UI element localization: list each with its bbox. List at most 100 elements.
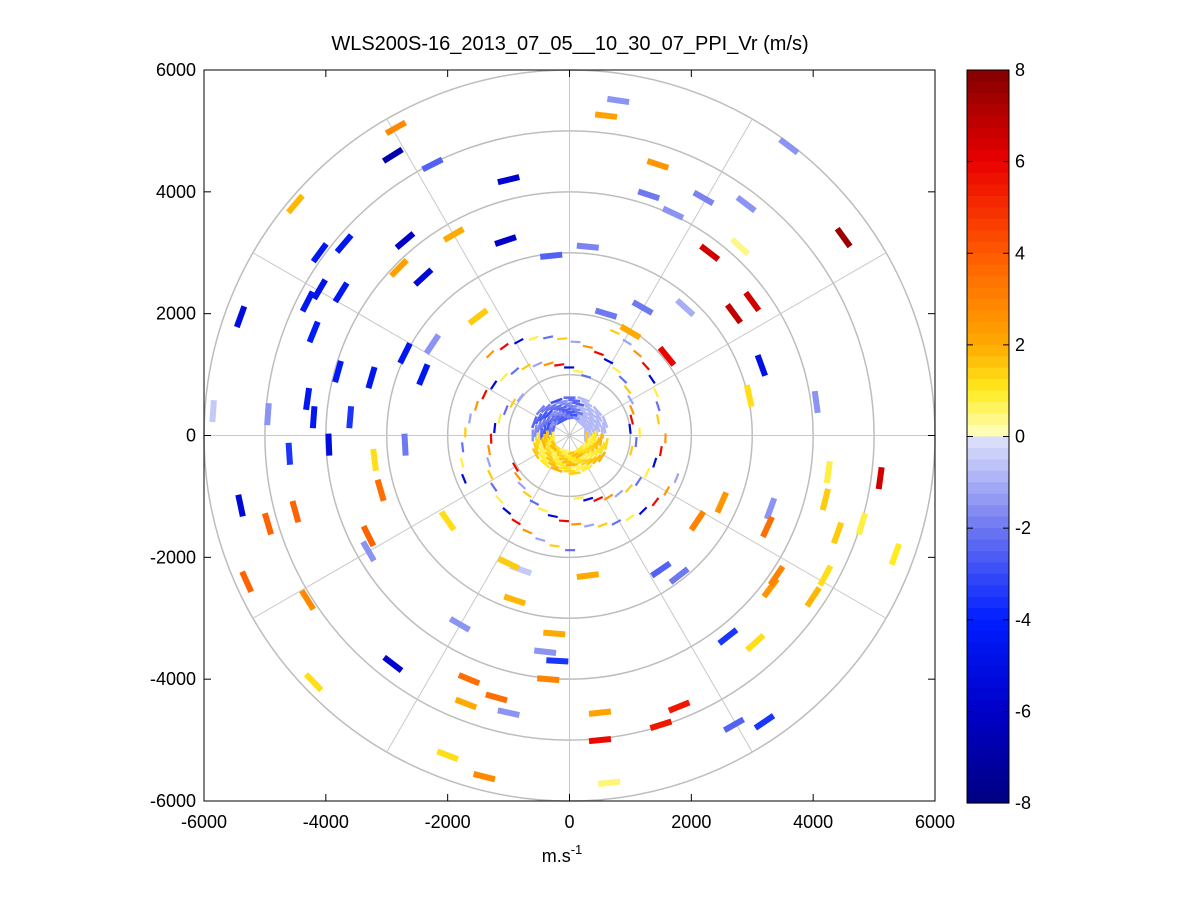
velocity-segment — [397, 342, 413, 365]
velocity-segment — [497, 707, 520, 718]
colorbar-band — [967, 551, 1009, 564]
colorbar-band — [967, 573, 1009, 586]
mid-range-mark — [611, 366, 622, 374]
velocity-segment — [688, 509, 707, 532]
near-field-mark — [534, 436, 540, 450]
colorbar-band — [967, 482, 1009, 495]
near-field-mark — [538, 453, 549, 464]
mid-range-mark — [634, 437, 638, 448]
mid-range-mark — [459, 457, 465, 468]
near-field-mark — [580, 399, 593, 408]
velocity-segment — [503, 593, 527, 607]
radial-spoke-30 — [569, 252, 887, 436]
velocity-segment — [416, 363, 431, 386]
near-field-mark — [555, 417, 568, 426]
near-field-mark — [540, 403, 552, 414]
velocity-segment — [264, 402, 272, 426]
colorbar-band — [967, 459, 1009, 472]
mid-range-mark — [652, 387, 660, 398]
mid-range-mark — [627, 394, 635, 405]
radial-spoke-240 — [386, 435, 570, 753]
mid-range-mark — [570, 340, 581, 344]
mid-range-mark — [651, 497, 660, 507]
velocity-segment — [306, 320, 321, 344]
velocity-segment — [594, 111, 618, 120]
colorbar-band — [967, 528, 1009, 541]
velocity-segment — [436, 748, 460, 763]
velocity-segment — [692, 189, 715, 206]
radial-spoke-300 — [569, 435, 753, 753]
velocity-segment — [484, 691, 508, 704]
colorbar-band — [967, 402, 1009, 415]
near-field-mark — [577, 395, 590, 403]
near-field-mark — [594, 420, 601, 433]
near-field-mark — [594, 437, 601, 450]
colorbar-band — [967, 688, 1009, 701]
colorbar-tick-label: -4 — [1015, 610, 1031, 630]
mid-range-mark — [625, 513, 635, 522]
mid-range-mark — [481, 389, 488, 400]
colorbar-tick-label: 8 — [1015, 60, 1025, 80]
velocity-segment — [725, 303, 743, 325]
mid-range-mark — [516, 392, 525, 403]
mid-range-mark — [609, 329, 620, 336]
near-field-mark — [550, 397, 563, 405]
colorbar-tick-label: -6 — [1015, 701, 1031, 721]
radial-spoke-330 — [569, 435, 887, 619]
colorbar-band — [967, 791, 1009, 804]
mid-range-mark — [509, 398, 517, 409]
velocity-segment — [594, 307, 618, 320]
velocity-segment — [421, 156, 444, 173]
mid-range-mark — [485, 349, 495, 359]
velocity-segment — [804, 586, 822, 608]
mid-range-mark — [490, 482, 498, 492]
velocity-segment — [649, 718, 673, 732]
y-tick-label: -6000 — [150, 791, 196, 811]
velocity-segment — [533, 647, 557, 656]
near-field-mark — [593, 410, 603, 423]
mid-range-mark — [652, 457, 658, 468]
near-field-mark — [594, 415, 603, 428]
near-field-mark — [590, 433, 595, 446]
colorbar-band — [967, 333, 1009, 346]
mid-range-mark — [499, 342, 509, 351]
velocity-segment — [381, 146, 404, 164]
velocity-segment — [365, 366, 378, 390]
colorbar-band — [967, 367, 1009, 380]
mid-range-mark — [593, 350, 604, 357]
colorbar-band — [967, 585, 1009, 598]
colorbar-band — [967, 608, 1009, 621]
colorbar — [966, 69, 1010, 804]
mid-range-mark — [597, 522, 608, 528]
velocity-segment — [497, 174, 520, 186]
y-axis: 6000 4000 2000 0 -2000 -4000 -6000 — [150, 60, 935, 811]
velocity-segment — [310, 242, 329, 264]
mid-range-mark — [663, 486, 671, 496]
velocity-segment — [667, 699, 691, 714]
mid-range-mark — [638, 506, 648, 516]
mid-range-mark — [487, 469, 494, 480]
near-field-mark — [555, 399, 568, 405]
x-axis-label: m.s-1 — [542, 842, 583, 866]
velocity-segment — [699, 243, 721, 262]
velocity-segment — [299, 589, 316, 611]
near-field-mark — [575, 457, 588, 466]
near-field-mark — [554, 405, 567, 412]
mid-range-mark — [655, 401, 661, 412]
mid-range-mark — [547, 513, 558, 519]
near-field-mark — [581, 464, 593, 473]
near-field-mark — [547, 461, 560, 470]
mid-range-mark — [493, 422, 497, 434]
colorbar-band — [967, 447, 1009, 461]
velocity-segment — [285, 442, 293, 465]
velocity-segment — [729, 237, 751, 257]
mid-range-mark — [511, 518, 522, 526]
near-field-mark — [586, 435, 593, 449]
velocity-segment — [646, 158, 670, 171]
near-field-mark — [566, 463, 579, 467]
colorbar-band — [967, 70, 1009, 83]
velocity-segment — [311, 278, 328, 301]
mid-range-mark — [629, 414, 635, 425]
colorbar-band — [967, 665, 1009, 678]
velocity-segment — [675, 297, 696, 318]
